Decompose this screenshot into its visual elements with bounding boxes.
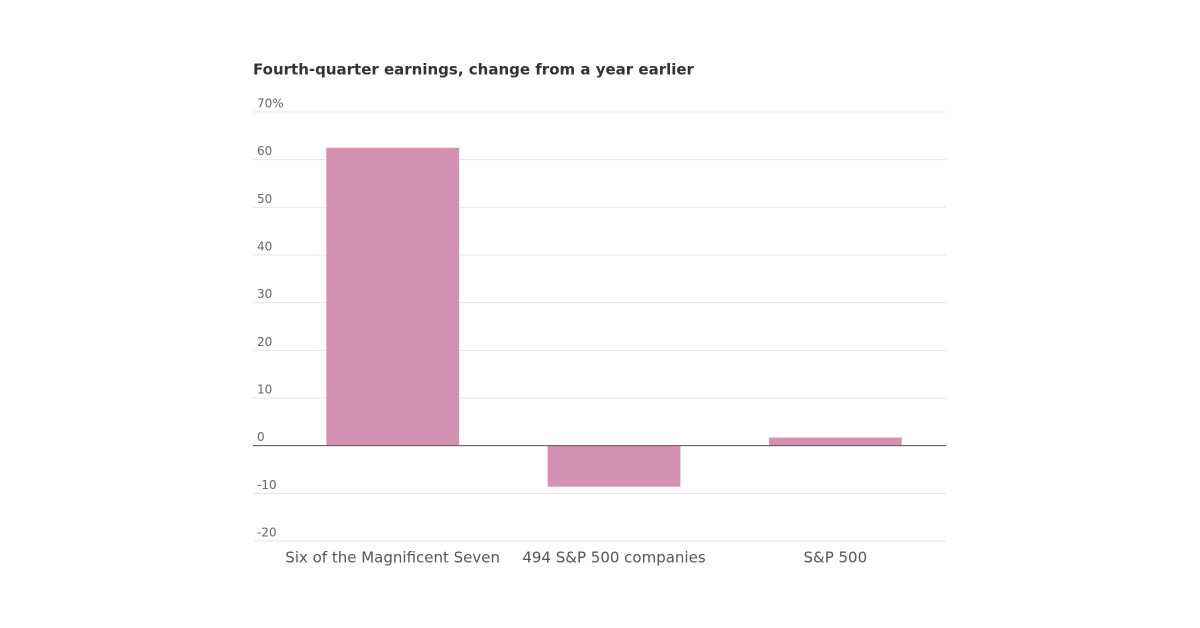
y-tick-label: 40	[257, 240, 272, 254]
y-tick-label: 30	[257, 287, 272, 301]
bar	[547, 445, 681, 487]
y-tick-label: 60	[257, 144, 272, 158]
y-tick-label: 10	[257, 383, 272, 397]
bar	[768, 437, 902, 446]
x-tick-label: S&P 500	[803, 549, 867, 567]
x-tick-label: 494 S&P 500 companies	[522, 549, 705, 567]
chart-title: Fourth-quarter earnings, change from a y…	[253, 61, 695, 79]
x-tick-label: Six of the Magnificent Seven	[285, 549, 500, 567]
y-tick-label: 70%	[257, 97, 284, 111]
bar	[326, 147, 460, 446]
y-tick-label: 20	[257, 335, 272, 349]
y-tick-label: 50	[257, 192, 272, 206]
y-tick-label: -10	[257, 478, 277, 492]
y-tick-label: -20	[257, 526, 277, 540]
y-tick-label: 0	[257, 430, 265, 444]
